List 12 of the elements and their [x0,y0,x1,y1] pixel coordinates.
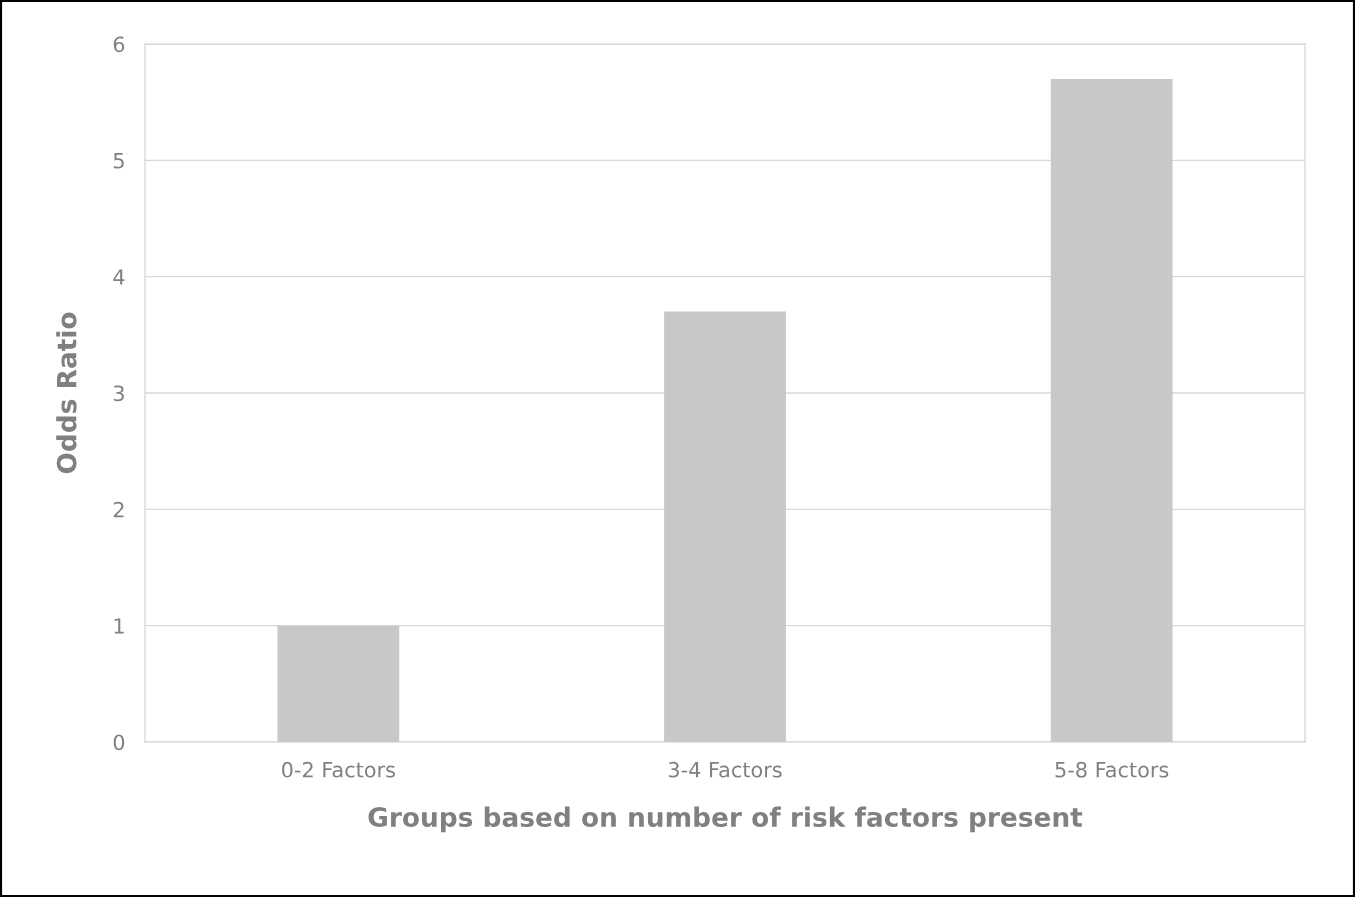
y-tick-label: 1 [114,618,124,634]
x-tick-label: 3-4 Factors [668,761,782,778]
x-tick-label: 5-8 Factors [1055,761,1169,778]
y-tick-label: 5 [113,153,124,169]
x-axis-title: Groups based on number of risk factors present [368,806,1083,833]
y-tick-label: 6 [113,36,125,53]
y-tick-label: 3 [113,385,124,402]
y-tick-label: 4 [113,269,125,285]
x-tick-label: 0-2 Factors [282,761,395,778]
y-tick-label: 2 [113,501,124,518]
y-axis-title: Odds Ratio [56,312,77,474]
y-tick-label: 0 [113,734,125,751]
